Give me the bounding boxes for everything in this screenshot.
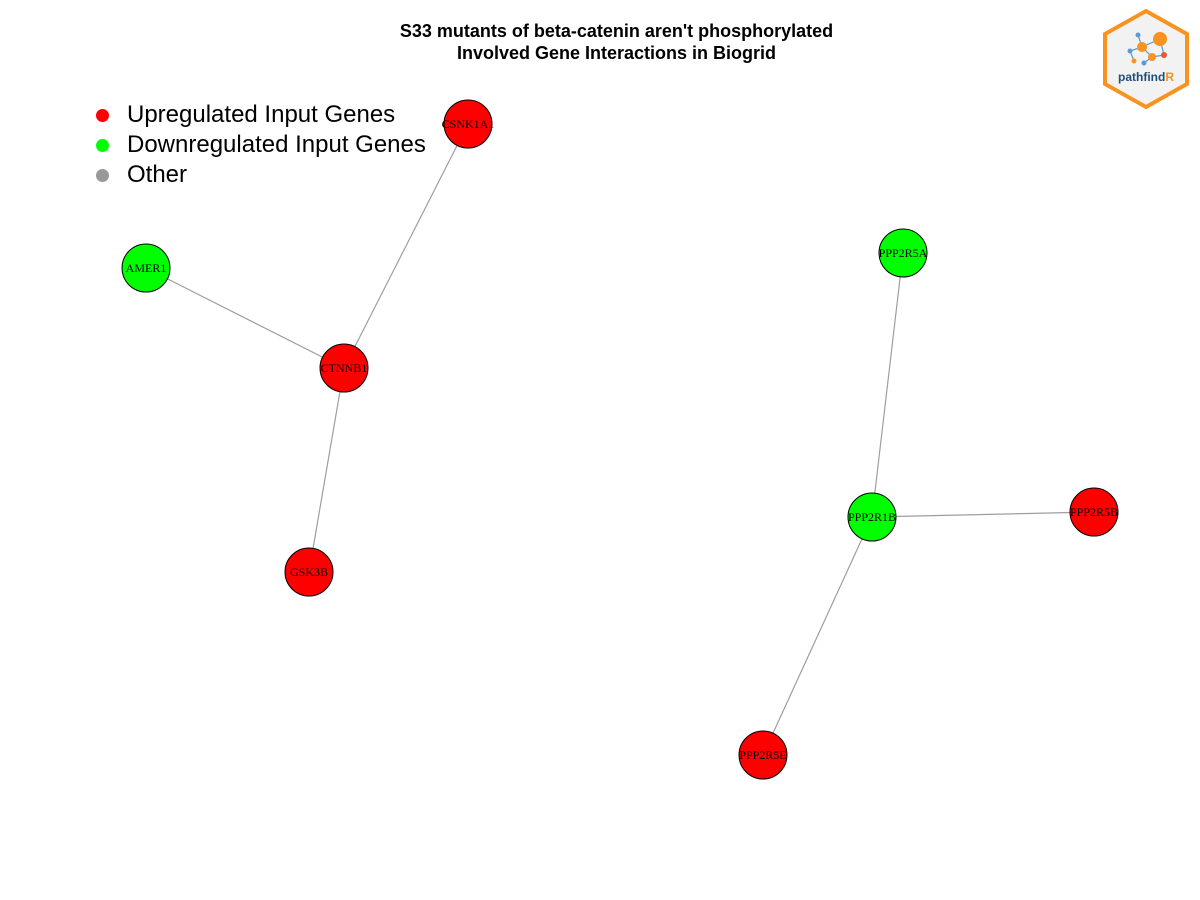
node-label: PPP2R5B (1070, 505, 1118, 519)
logo-text-main: pathfind (1118, 70, 1165, 84)
chart-title: S33 mutants of beta-catenin aren't phosp… (0, 20, 1200, 64)
logo-text: pathfindR (1118, 70, 1174, 84)
edge-ppp2r1b-ppp2r5b (871, 511, 1095, 518)
node-ppp2r1b[interactable]: PPP2R1B (847, 492, 897, 542)
edge-ctnnb1-amer1 (145, 267, 345, 369)
legend-label-other: Other (127, 161, 188, 188)
legend-item-other: Other (96, 160, 426, 190)
legend: Upregulated Input Genes Downregulated In… (96, 100, 426, 190)
node-gsk3b[interactable]: GSK3B (284, 547, 334, 597)
node-label: GSK3B (290, 565, 328, 579)
node-ppp2r5e[interactable]: PPP2R5E (738, 730, 788, 780)
node-label: PPP2R5E (739, 748, 786, 762)
node-label: PPP2R5A (879, 246, 928, 260)
logo-text-accent: R (1165, 70, 1174, 84)
legend-marker-other (96, 168, 109, 182)
node-circle[interactable] (121, 243, 171, 293)
edge-ctnnb1-gsk3b (308, 367, 345, 573)
node-csnk1a1[interactable]: CSNK1A1 (442, 99, 495, 149)
node-circle[interactable] (878, 228, 928, 278)
legend-item-downregulated: Downregulated Input Genes (96, 130, 426, 160)
node-ctnnb1[interactable]: CTNNB1 (319, 343, 369, 393)
node-label: AMER1 (126, 261, 167, 275)
node-circle[interactable] (738, 730, 788, 780)
node-label: PPP2R1B (848, 510, 896, 524)
legend-label-downregulated: Downregulated Input Genes (127, 131, 426, 158)
node-circle[interactable] (284, 547, 334, 597)
legend-label-upregulated: Upregulated Input Genes (127, 101, 396, 128)
node-ppp2r5b[interactable]: PPP2R5B (1069, 487, 1119, 537)
edge-ppp2r1b-ppp2r5a (871, 252, 904, 518)
logo-hexagon (1103, 9, 1189, 109)
legend-marker-upregulated (96, 108, 109, 122)
node-label: CSNK1A1 (442, 117, 495, 131)
node-circle[interactable] (1069, 487, 1119, 537)
node-ppp2r5a[interactable]: PPP2R5A (878, 228, 928, 278)
logo-nodes (1127, 32, 1167, 66)
legend-item-upregulated: Upregulated Input Genes (96, 100, 426, 130)
legend-marker-downregulated (96, 138, 109, 152)
node-circle[interactable] (847, 492, 897, 542)
title-line-2: Involved Gene Interactions in Biogrid (456, 43, 777, 63)
edge-layer (145, 123, 1095, 756)
node-layer: CSNK1A1 AMER1 CTNNB1 GSK3B PPP2R5A PPP2R1B PPP… (121, 99, 1119, 780)
pathfindr-logo: pathfindR (1103, 9, 1189, 109)
node-label: CTNNB1 (321, 361, 368, 375)
edge-ctnnb1-csnk1a1 (343, 123, 469, 369)
node-circle[interactable] (319, 343, 369, 393)
node-circle[interactable] (443, 99, 493, 149)
edge-ppp2r1b-ppp2r5e (762, 516, 873, 756)
node-amer1[interactable]: AMER1 (121, 243, 171, 293)
title-line-1: S33 mutants of beta-catenin aren't phosp… (399, 21, 834, 41)
